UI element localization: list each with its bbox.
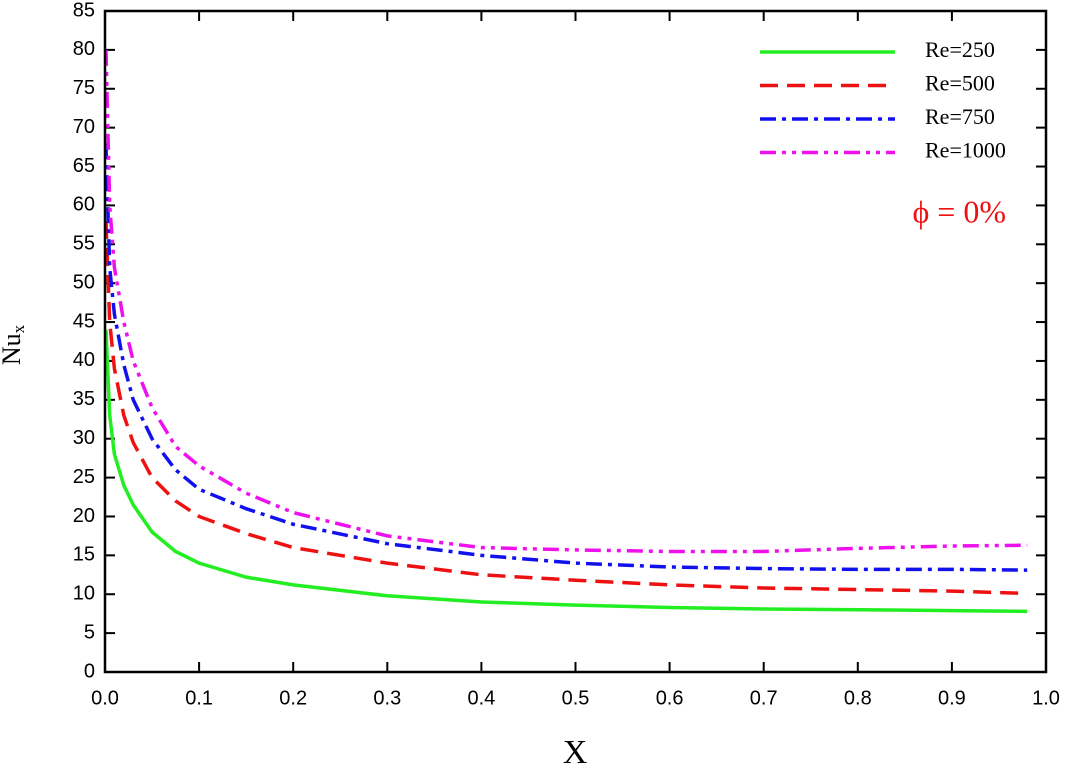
y-axis-label: Nux [0,324,28,365]
x-tick-label: 1.0 [1032,687,1060,709]
y-tick-label: 25 [73,466,95,488]
y-tick-label: 35 [73,388,95,410]
y-tick-label: 15 [73,544,95,566]
series-line [104,329,1028,614]
y-tick-label: 30 [73,427,95,449]
series-line [104,143,1028,572]
y-tick-label: 20 [73,505,95,527]
series-line [104,49,1028,554]
annotation: ϕ = 0% [912,193,1006,229]
legend-label: Re=500 [925,71,995,96]
series-line [104,220,1028,596]
x-tick-label: 0.4 [467,687,495,709]
x-tick-label: 0.6 [656,687,684,709]
y-tick-label: 55 [73,233,95,255]
legend-label: Re=1000 [925,138,1006,163]
x-tick-label: 0.1 [185,687,213,709]
plot-frame [103,9,1048,674]
x-tick-label: 0.2 [279,687,307,709]
x-tick-label: 0.3 [373,687,401,709]
x-axis-label: X [563,734,588,770]
y-tick-label: 60 [73,194,95,216]
y-tick-label: 10 [73,583,95,605]
y-tick-label: 50 [73,271,95,293]
y-tick-label: 65 [73,155,95,177]
x-tick-label: 0.7 [750,687,778,709]
y-tick-label: 75 [73,77,95,99]
y-tick-label: 5 [84,621,95,643]
y-tick-label: 40 [73,349,95,371]
y-axis-label-sub: x [9,324,28,333]
y-tick-label: 45 [73,310,95,332]
legend-label: Re=750 [925,104,995,129]
legend-label: Re=250 [925,37,995,62]
x-tick-label: 0.0 [91,687,119,709]
y-tick-label: 85 [73,0,95,21]
y-tick-label: 70 [73,116,95,138]
x-tick-label: 0.5 [562,687,590,709]
y-tick-label: 80 [73,38,95,60]
x-tick-label: 0.9 [938,687,966,709]
y-axis-label-main: Nu [0,333,26,365]
x-tick-label: 0.8 [844,687,872,709]
y-tick-label: 0 [84,660,95,682]
